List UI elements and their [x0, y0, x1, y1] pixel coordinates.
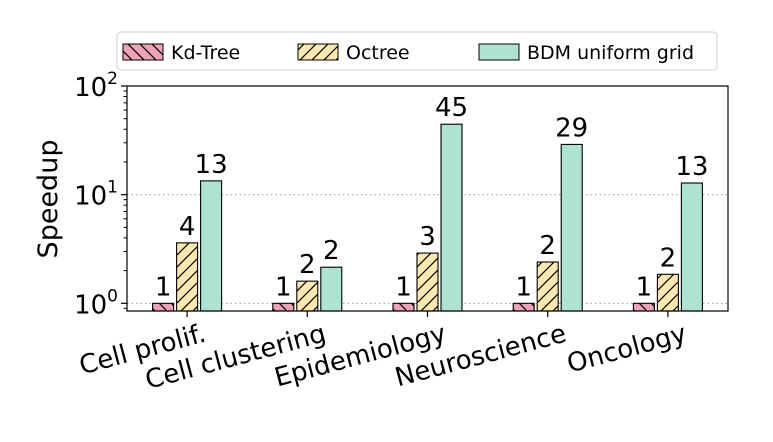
bar-3-3 [440, 123, 463, 312]
value-label-3-4: 29 [555, 113, 588, 143]
y-tick-label-2: 102 [74, 69, 118, 103]
bar-2-1-hatch [176, 242, 198, 311]
bar-3-4 [560, 143, 583, 312]
value-label-1-4: 1 [515, 272, 532, 302]
bar-2-5-hatch [657, 274, 679, 311]
value-label-2-1: 4 [179, 212, 196, 242]
bar-2-4-hatch [537, 262, 559, 311]
bar-3-5 [680, 182, 703, 312]
bars [152, 123, 703, 312]
value-label-1-3: 1 [395, 272, 412, 302]
legend: Kd-Tree Octree BDM uniform grid [116, 31, 718, 71]
bar-1-4-hatch [513, 303, 535, 311]
bar-1-2-hatch [272, 303, 294, 311]
legend-swatch-hatch-1 [123, 44, 163, 60]
value-label-1-5: 1 [636, 272, 653, 302]
value-label-2-4: 2 [539, 231, 556, 261]
bar-2-2-hatch [296, 281, 318, 311]
bar-2-3-hatch [417, 253, 438, 311]
value-label-3-5: 13 [675, 152, 708, 182]
legend-swatch-hatch-2 [298, 44, 338, 60]
value-label-1-2: 1 [275, 272, 292, 302]
plot-frame [126, 85, 729, 312]
bar-3-2 [320, 266, 343, 312]
bar-1-5-hatch [633, 303, 655, 311]
y-tick-label-0: 100 [74, 286, 118, 320]
value-label-2-3: 3 [419, 222, 436, 252]
y-axis-label: Speedup [33, 140, 64, 259]
value-label-2-5: 2 [660, 243, 677, 273]
value-label-1-1: 1 [155, 272, 172, 302]
legend-label-2: Octree [346, 42, 410, 64]
bar-1-1-hatch [152, 303, 174, 311]
value-label-2-2: 2 [299, 250, 316, 280]
value-label-3-2: 2 [323, 236, 340, 266]
legend-label-1: Kd-Tree [171, 42, 240, 64]
value-label-3-3: 45 [435, 93, 468, 123]
value-label-3-1: 13 [195, 150, 228, 180]
legend-swatch-3 [478, 43, 520, 61]
bar-3-1 [200, 180, 223, 312]
bar-1-3-hatch [393, 303, 414, 311]
legend-box [116, 31, 718, 71]
category-label-5: Oncology [564, 319, 690, 380]
legend-label-3: BDM uniform grid [527, 42, 694, 64]
y-tick-label-1: 101 [74, 178, 118, 212]
